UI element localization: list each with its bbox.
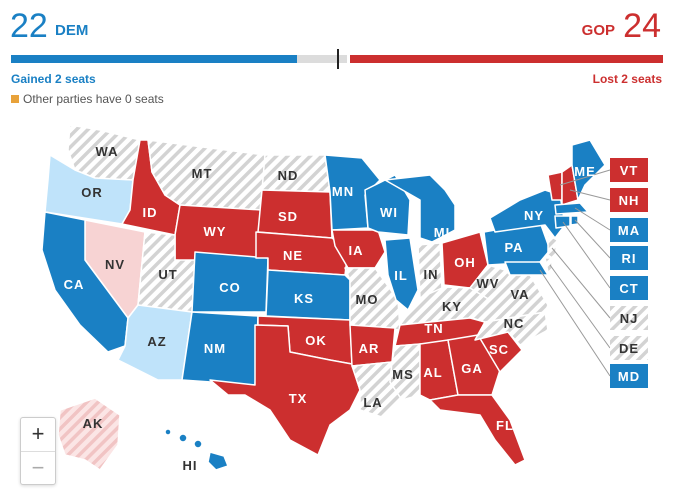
label-sc: SC: [489, 342, 509, 357]
label-ms: MS: [392, 367, 414, 382]
zoom-out-button[interactable]: −: [21, 451, 55, 485]
state-mi[interactable]: [384, 174, 456, 243]
state-wi[interactable]: [364, 174, 411, 236]
label-id: ID: [143, 205, 158, 220]
label-pa: PA: [504, 240, 523, 255]
label-sd: SD: [278, 209, 298, 224]
label-oh: OH: [454, 255, 476, 270]
label-ok: OK: [305, 333, 327, 348]
results-header: 22 DEM GOP 24 Gained 2 seats Lost 2 seat…: [0, 0, 675, 110]
state-de[interactable]: [544, 257, 553, 273]
label-mo: MO: [356, 292, 379, 307]
callout-ri[interactable]: [610, 246, 648, 270]
other-party-swatch: [11, 95, 19, 103]
state-ak[interactable]: [57, 397, 121, 471]
callout-nh[interactable]: [610, 188, 648, 212]
label-wv: WV: [477, 276, 500, 291]
label-de: DE: [619, 341, 639, 356]
label-ar: AR: [359, 341, 380, 356]
label-ne: NE: [283, 248, 303, 263]
label-ga: GA: [461, 361, 483, 376]
gop-label: GOP: [581, 22, 615, 39]
label-al: AL: [423, 365, 442, 380]
state-ri[interactable]: [570, 215, 579, 226]
zoom-in-button[interactable]: +: [31, 421, 45, 446]
majority-marker: [337, 49, 339, 69]
label-wy: WY: [204, 224, 227, 239]
state-tx[interactable]: [209, 324, 361, 456]
state-nj[interactable]: [547, 234, 558, 261]
label-mt: MT: [192, 166, 213, 181]
other-parties-note: Other parties have 0 seats: [11, 92, 164, 106]
state-ma[interactable]: [554, 202, 589, 215]
callout-ma[interactable]: [610, 218, 648, 242]
zoom-control: + −: [20, 417, 56, 485]
label-fl: FL: [496, 418, 514, 433]
dem-change-text: Gained 2 seats: [11, 72, 96, 86]
label-vt: VT: [620, 163, 639, 178]
label-ny: NY: [524, 208, 544, 223]
state-labels: WA OR MT ND ID SD WY NV UT CA CO NE AZ N…: [64, 144, 640, 473]
callout-vt[interactable]: [610, 158, 648, 182]
state-me[interactable]: [571, 139, 606, 201]
callout-nj[interactable]: [610, 306, 648, 330]
callout-md[interactable]: [610, 364, 648, 388]
gop-change-text: Lost 2 seats: [592, 72, 662, 86]
state-ct[interactable]: [554, 215, 571, 229]
label-hi: HI: [183, 458, 198, 473]
label-wi: WI: [380, 205, 398, 220]
gop-seat-count: 24: [623, 7, 661, 45]
state-md[interactable]: [504, 261, 549, 276]
label-ma: MA: [618, 223, 640, 238]
dem-seat-bar: [11, 55, 297, 63]
label-or: OR: [81, 185, 103, 200]
label-mn: MN: [332, 184, 354, 199]
label-ut: UT: [158, 267, 177, 282]
label-tx: TX: [289, 391, 308, 406]
label-ct: CT: [619, 281, 638, 296]
label-co: CO: [219, 280, 241, 295]
label-ks: KS: [294, 291, 314, 306]
state-wv[interactable]: [469, 264, 511, 301]
label-nm: NM: [204, 341, 226, 356]
label-nj: NJ: [620, 311, 639, 326]
state-il[interactable]: [384, 237, 419, 311]
state-fl[interactable]: [429, 394, 526, 466]
label-la: LA: [363, 395, 382, 410]
label-nd: ND: [278, 168, 299, 183]
label-ca: CA: [64, 277, 85, 292]
undecided-seat-bar: [297, 55, 347, 63]
callout-de[interactable]: [610, 336, 648, 360]
gop-seat-bar: [350, 55, 663, 63]
label-nh: NH: [619, 193, 640, 208]
state-ca[interactable]: [41, 211, 129, 353]
state-hi[interactable]: [164, 428, 229, 471]
label-me: ME: [574, 164, 596, 179]
label-az: AZ: [147, 334, 166, 349]
leader-lines: [539, 169, 611, 377]
label-ia: IA: [349, 243, 364, 258]
us-map[interactable]: WA OR MT ND ID SD WY NV UT CA CO NE AZ N…: [0, 110, 675, 497]
label-nv: NV: [105, 257, 125, 272]
label-mi: MI: [434, 225, 450, 240]
dem-label: DEM: [55, 22, 89, 39]
dem-seat-count: 22: [10, 7, 48, 45]
label-nc: NC: [504, 316, 525, 331]
label-in: IN: [424, 267, 439, 282]
label-ky: KY: [442, 299, 462, 314]
callout-ct[interactable]: [610, 276, 648, 300]
other-parties-text: Other parties have 0 seats: [23, 92, 164, 106]
label-tn: TN: [424, 321, 443, 336]
label-il: IL: [394, 268, 408, 283]
label-ak: AK: [83, 416, 104, 431]
label-wa: WA: [96, 144, 119, 159]
label-ri: RI: [622, 251, 637, 266]
label-md: MD: [618, 369, 640, 384]
callout-boxes[interactable]: [610, 158, 648, 388]
label-va: VA: [510, 287, 529, 302]
